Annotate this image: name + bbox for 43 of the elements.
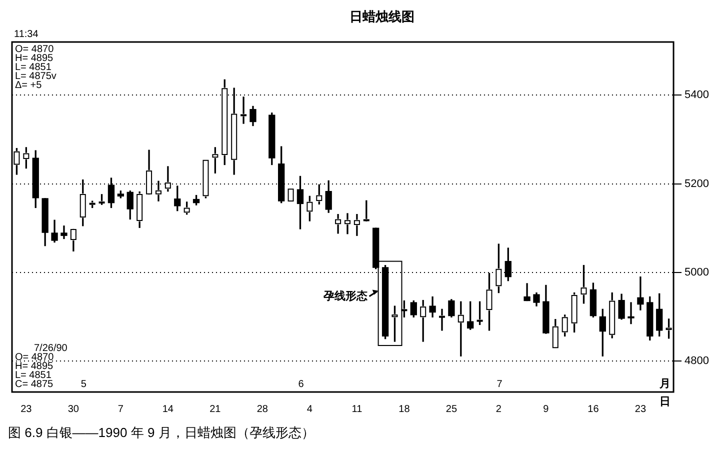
annotation: C= 4875	[15, 378, 54, 390]
annotation: Δ= +5	[15, 80, 42, 91]
x-tick-label: 21	[210, 404, 222, 415]
x-tick-label: 2	[496, 404, 502, 415]
annotation: 5	[80, 378, 87, 390]
annotation: H= 4895	[15, 52, 54, 64]
annotation: 月	[658, 378, 671, 390]
annotation: 7	[496, 378, 503, 390]
x-tick-label: 4	[306, 404, 313, 415]
x-tick-label: 9	[543, 404, 550, 415]
x-tick-label: 11	[352, 404, 363, 415]
annotation: 7/26/90	[34, 342, 68, 354]
candlestick	[288, 188, 294, 202]
annotation: O= 4870	[15, 352, 54, 363]
annotation: 孕线形态	[322, 289, 368, 302]
x-tick-label: 23	[634, 404, 646, 415]
candlestick	[354, 214, 360, 236]
annotation: L= 4851	[15, 62, 52, 73]
x-tick-label: 7	[118, 404, 124, 415]
x-tick-label: 18	[398, 404, 410, 415]
x-tick-label: 25	[446, 404, 458, 415]
y-tick-label: 5200	[684, 178, 710, 190]
x-tick-label: 30	[68, 404, 80, 415]
caption: 图 6.9 白银——1990 年 9 月，日蜡烛图（孕线形态）	[8, 424, 316, 442]
annotation: H= 4895	[15, 360, 54, 372]
y-tick-label: 5400	[684, 89, 710, 102]
candlestick	[637, 276, 644, 310]
x-tick-label: 28	[256, 404, 268, 415]
chart-title: 日蜡烛线图	[348, 8, 416, 26]
x-tick-label: 14	[162, 404, 174, 415]
y-tick-label: 4800	[684, 355, 710, 368]
x-tick-label: 23	[20, 404, 32, 415]
annotation: O= 4870	[15, 44, 54, 55]
text: 11:34	[14, 28, 39, 40]
candlestick	[344, 213, 351, 234]
annotation: 6	[298, 378, 304, 390]
text: 日	[660, 396, 671, 408]
annotation: L= 4851	[15, 370, 52, 381]
candlestick	[524, 283, 530, 302]
candlestick	[628, 302, 634, 324]
annotation: L= 4875v	[15, 70, 56, 82]
y-tick-label: 5000	[684, 266, 710, 278]
x-tick-label: 16	[588, 404, 600, 415]
